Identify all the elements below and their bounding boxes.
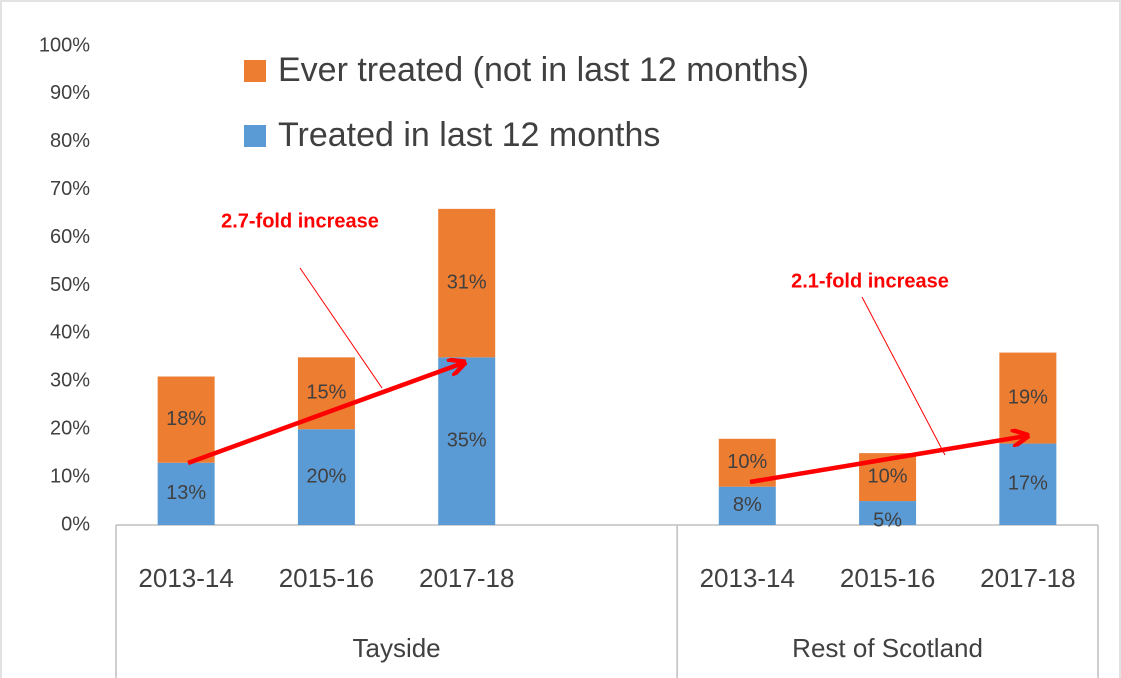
data-label: 17% [1008, 473, 1048, 495]
bar-segment [297, 429, 355, 525]
y-tick-label: 80% [50, 130, 90, 152]
legend-label: Treated in last 12 months [278, 116, 660, 154]
y-tick-label: 20% [50, 417, 90, 439]
y-tick-label: 40% [50, 322, 90, 344]
y-tick-label: 100% [39, 34, 90, 56]
y-tick-label: 50% [50, 274, 90, 296]
data-label: 18% [166, 408, 206, 430]
x-tick-label: 2013-14 [700, 563, 795, 593]
y-tick-label: 70% [50, 178, 90, 200]
bar-segment [999, 443, 1057, 525]
data-label: 10% [868, 465, 908, 487]
x-tick-label: 2013-14 [138, 563, 233, 593]
bar-segment [859, 501, 917, 525]
legend-swatch [244, 60, 266, 82]
x-tick-label: 2017-18 [419, 563, 514, 593]
group-label: Rest of Scotland [792, 633, 983, 663]
x-tick-label: 2015-16 [840, 563, 935, 593]
legend-label: Ever treated (not in last 12 months) [278, 51, 809, 89]
bar-segment [157, 462, 215, 525]
bar-segment [438, 208, 496, 358]
data-label: 35% [447, 429, 487, 451]
group-label: Tayside [352, 633, 440, 663]
data-label: 19% [1008, 386, 1048, 408]
y-tick-label: 90% [50, 82, 90, 104]
data-label: 10% [727, 451, 767, 473]
bar-segment [718, 486, 776, 525]
legend-swatch [244, 125, 266, 147]
y-tick-label: 30% [50, 370, 90, 392]
annotation: 2.7-fold increase [221, 210, 379, 232]
bar-segment [438, 357, 496, 525]
annotation: 2.1-fold increase [791, 270, 949, 292]
trend-arrow [187, 363, 463, 466]
data-label: 15% [306, 382, 346, 404]
y-tick-label: 0% [61, 513, 90, 535]
annotation-pointer [861, 296, 946, 456]
data-label: 31% [447, 271, 487, 293]
data-label: 20% [306, 465, 346, 487]
annotation-pointer [299, 267, 383, 389]
trend-arrow [749, 436, 1026, 485]
x-tick-label: 2017-18 [980, 563, 1075, 593]
y-tick-label: 10% [50, 465, 90, 487]
y-tick-label: 60% [50, 226, 90, 248]
x-tick-label: 2015-16 [279, 563, 374, 593]
data-label: 13% [166, 482, 206, 504]
bar-segment [157, 376, 215, 463]
data-label: 8% [733, 494, 762, 516]
data-label: 5% [873, 509, 902, 531]
